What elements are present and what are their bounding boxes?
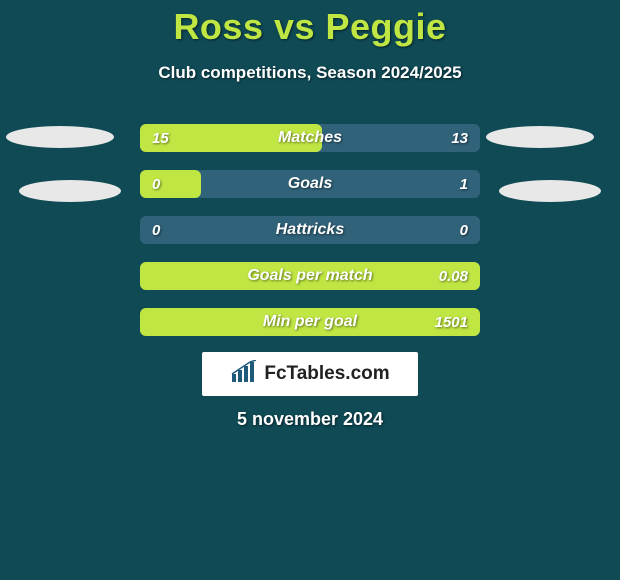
avatar-right-1 xyxy=(499,180,601,202)
avatar-left-0 xyxy=(6,126,114,148)
stat-label: Min per goal xyxy=(140,308,480,336)
avatar-right-0 xyxy=(486,126,594,148)
logo-text: FcTables.com xyxy=(264,363,389,385)
season-subtitle: Club competitions, Season 2024/2025 xyxy=(0,63,620,83)
avatar-ellipse-icon xyxy=(6,126,114,148)
stat-right-value: 1501 xyxy=(435,308,468,336)
comparison-infographic: Ross vs Peggie Club competitions, Season… xyxy=(0,0,620,580)
site-logo: FcTables.com xyxy=(202,352,418,396)
page-title: Ross vs Peggie xyxy=(0,6,620,48)
avatar-ellipse-icon xyxy=(19,180,121,202)
avatar-ellipse-icon xyxy=(499,180,601,202)
stat-row-goals: Goals0 1 xyxy=(140,170,480,198)
avatar-left-1 xyxy=(19,180,121,202)
stat-label: Hattricks xyxy=(140,216,480,244)
stat-right-value: 1 xyxy=(460,170,468,198)
stat-left-value: 0 xyxy=(152,170,160,198)
stat-row-goals-per-match: Goals per match0.08 xyxy=(140,262,480,290)
stat-label: Goals xyxy=(140,170,480,198)
stat-row-min-per-goal: Min per goal1501 xyxy=(140,308,480,336)
date-caption: 5 november 2024 xyxy=(0,409,620,430)
bar-chart-icon xyxy=(230,360,258,389)
stat-label: Goals per match xyxy=(140,262,480,290)
stat-right-value: 0 xyxy=(460,216,468,244)
stat-row-matches: Matches15 13 xyxy=(140,124,480,152)
stat-row-hattricks: Hattricks0 0 xyxy=(140,216,480,244)
stat-right-value: 13 xyxy=(451,124,468,152)
stat-right-value: 0.08 xyxy=(439,262,468,290)
stat-left-value: 15 xyxy=(152,124,169,152)
stat-left-value: 0 xyxy=(152,216,160,244)
avatar-ellipse-icon xyxy=(486,126,594,148)
stat-label: Matches xyxy=(140,124,480,152)
